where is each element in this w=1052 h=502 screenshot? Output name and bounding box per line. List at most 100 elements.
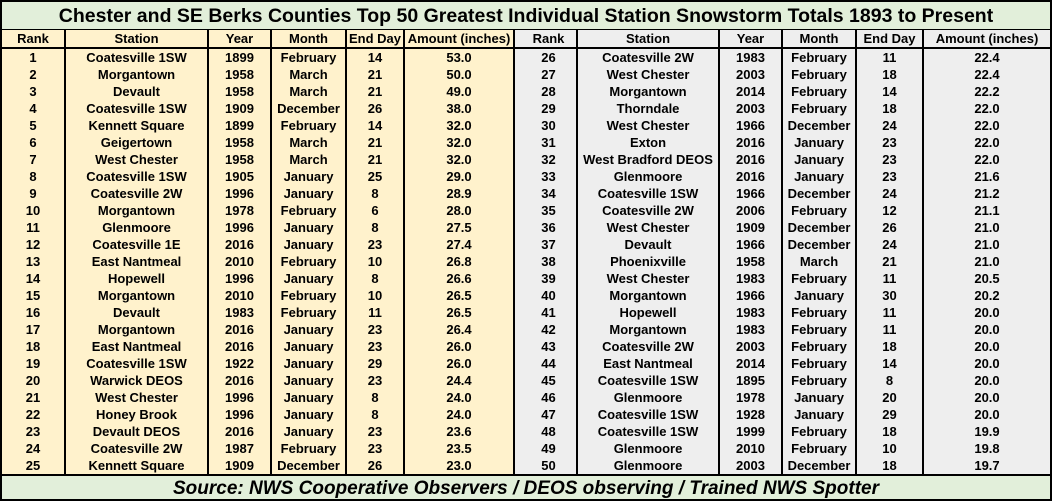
cell-station: Hopewell: [576, 304, 719, 321]
cell-year: 2003: [718, 100, 782, 117]
table-row: 11 Glenmoore 1996 January 8 27.5 36 West Cheste…: [2, 219, 1050, 236]
column-header-amount: Amount (inches): [922, 30, 1050, 49]
cell-month: February: [781, 202, 856, 219]
cell-month: February: [781, 423, 856, 440]
cell-end-day: 23: [345, 440, 404, 457]
cell-station: Devault: [576, 236, 719, 253]
column-gap: [513, 389, 521, 406]
cell-rank: 5: [2, 117, 65, 134]
snowstorm-table: Rank Station Year Month End Day Amount (inche…: [2, 30, 1050, 474]
cell-month: March: [270, 66, 346, 83]
cell-amount: 19.9: [922, 423, 1050, 440]
cell-station: Coatesville 2W: [64, 185, 208, 202]
column-gap: [513, 236, 521, 253]
cell-month: March: [781, 253, 856, 270]
cell-month: December: [781, 117, 856, 134]
cell-station: Morgantown: [64, 287, 208, 304]
cell-rank: 28: [521, 83, 577, 100]
cell-end-day: 11: [855, 304, 923, 321]
cell-station: Coatesville 1SW: [576, 423, 719, 440]
cell-end-day: 20: [855, 389, 923, 406]
cell-end-day: 29: [855, 406, 923, 423]
cell-station: Thorndale: [576, 100, 719, 117]
cell-station: Morgantown: [576, 83, 719, 100]
cell-amount: 20.5: [922, 270, 1050, 287]
cell-month: January: [270, 219, 346, 236]
cell-rank: 24: [2, 440, 65, 457]
cell-station: Glenmoore: [576, 389, 719, 406]
cell-year: 1928: [718, 406, 782, 423]
cell-year: 2016: [718, 151, 782, 168]
cell-year: 1958: [718, 253, 782, 270]
cell-month: January: [270, 355, 346, 372]
cell-month: January: [270, 406, 346, 423]
cell-rank: 8: [2, 168, 65, 185]
cell-year: 1958: [207, 83, 271, 100]
cell-station: West Chester: [64, 389, 208, 406]
table-row: 6 Geigertown 1958 March 21 32.0 31 Exton 2016 Jan…: [2, 134, 1050, 151]
cell-month: February: [781, 304, 856, 321]
column-gap: [513, 406, 521, 423]
cell-month: January: [270, 423, 346, 440]
cell-year: 1978: [718, 389, 782, 406]
table-row: 15 Morgantown 2010 February 10 26.5 40 Morganto…: [2, 287, 1050, 304]
cell-end-day: 23: [345, 321, 404, 338]
cell-station: West Chester: [576, 270, 719, 287]
cell-rank: 33: [521, 168, 577, 185]
cell-rank: 38: [521, 253, 577, 270]
cell-rank: 47: [521, 406, 577, 423]
cell-amount: 32.0: [403, 151, 514, 168]
cell-station: Morgantown: [64, 66, 208, 83]
column-gap: [513, 423, 521, 440]
cell-month: January: [781, 287, 856, 304]
table-row: 10 Morgantown 1978 February 6 28.0 35 Coatesvil…: [2, 202, 1050, 219]
column-gap: [513, 168, 521, 185]
cell-month: February: [270, 304, 346, 321]
cell-amount: 22.2: [922, 83, 1050, 100]
cell-year: 1996: [207, 389, 271, 406]
cell-station: Warwick DEOS: [64, 372, 208, 389]
cell-amount: 23.0: [403, 457, 514, 474]
table-row: 4 Coatesville 1SW 1909 December 26 38.0 29 Thor…: [2, 100, 1050, 117]
cell-amount: 26.4: [403, 321, 514, 338]
cell-rank: 18: [2, 338, 65, 355]
cell-station: Glenmoore: [576, 457, 719, 474]
cell-month: December: [781, 457, 856, 474]
table-row: 22 Honey Brook 1996 January 8 24.0 47 Coatesvil…: [2, 406, 1050, 423]
column-header-rank: Rank: [521, 30, 577, 49]
cell-month: December: [781, 236, 856, 253]
cell-amount: 24.0: [403, 389, 514, 406]
header-row: Rank Station Year Month End Day Amount (inche…: [2, 30, 1050, 49]
cell-end-day: 23: [345, 372, 404, 389]
column-header-month: Month: [781, 30, 856, 49]
column-gap: [513, 48, 521, 66]
cell-month: February: [781, 83, 856, 100]
cell-amount: 20.0: [922, 389, 1050, 406]
cell-station: Morgantown: [576, 321, 719, 338]
cell-rank: 6: [2, 134, 65, 151]
cell-end-day: 18: [855, 66, 923, 83]
cell-year: 1983: [718, 48, 782, 66]
column-gap: [513, 321, 521, 338]
column-gap: [513, 185, 521, 202]
column-gap: [513, 270, 521, 287]
column-gap: [513, 66, 521, 83]
cell-station: Glenmoore: [576, 440, 719, 457]
cell-amount: 22.4: [922, 66, 1050, 83]
cell-end-day: 30: [855, 287, 923, 304]
cell-station: Coatesville 1SW: [64, 168, 208, 185]
cell-amount: 20.0: [922, 304, 1050, 321]
cell-month: February: [781, 338, 856, 355]
cell-amount: 22.0: [922, 151, 1050, 168]
cell-amount: 53.0: [403, 48, 514, 66]
cell-rank: 14: [2, 270, 65, 287]
column-gap: [513, 202, 521, 219]
column-gap: [513, 287, 521, 304]
table-row: 2 Morgantown 1958 March 21 50.0 27 West Chester…: [2, 66, 1050, 83]
cell-month: January: [781, 134, 856, 151]
cell-year: 1899: [207, 117, 271, 134]
cell-amount: 27.5: [403, 219, 514, 236]
cell-rank: 21: [2, 389, 65, 406]
table-row: 19 Coatesville 1SW 1922 January 29 26.0 44 East…: [2, 355, 1050, 372]
cell-month: February: [781, 372, 856, 389]
